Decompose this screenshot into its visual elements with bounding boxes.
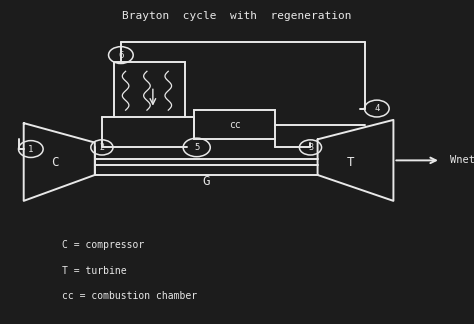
Text: T = turbine: T = turbine <box>62 266 126 275</box>
Text: 1: 1 <box>28 145 34 154</box>
Text: C = compressor: C = compressor <box>62 240 144 249</box>
Text: T: T <box>347 156 355 168</box>
Bar <box>194 110 275 139</box>
Text: Wnet: Wnet <box>450 156 474 165</box>
Text: 3: 3 <box>308 143 313 152</box>
Bar <box>114 62 185 117</box>
Text: Brayton  cycle  with  regeneration: Brayton cycle with regeneration <box>122 11 352 21</box>
Text: G: G <box>202 175 210 188</box>
Text: 6: 6 <box>118 51 124 60</box>
Text: cc = combustion chamber: cc = combustion chamber <box>62 292 197 301</box>
Text: cc: cc <box>229 120 240 130</box>
Text: 2: 2 <box>100 143 104 152</box>
Text: 4: 4 <box>374 104 380 113</box>
Text: 5: 5 <box>194 143 200 152</box>
Text: C: C <box>51 156 58 168</box>
